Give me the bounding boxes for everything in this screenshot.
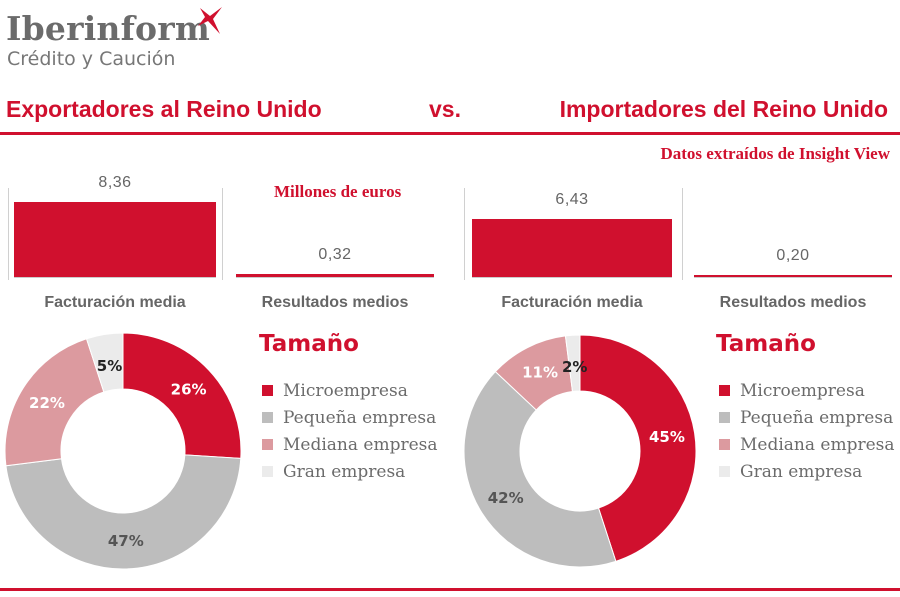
legend-item: Pequeña empresa [262, 404, 438, 431]
legend-label: Gran empresa [283, 461, 406, 482]
bar-axis [14, 276, 216, 278]
donut-value-label: 45% [649, 428, 685, 446]
bar-axis [472, 276, 672, 278]
legend-swatch [262, 439, 273, 450]
bar-separator [464, 188, 465, 280]
bar-axis [236, 276, 434, 278]
bar-separator [8, 188, 9, 280]
bar [14, 202, 216, 277]
legend-item: Mediana empresa [262, 431, 438, 458]
unit-label: Millones de euros [274, 182, 402, 201]
bar-value-label: 0,20 [776, 247, 810, 264]
legend-item: Microempresa [262, 377, 438, 404]
donut-slice [122, 332, 242, 459]
legend-label: Microempresa [283, 380, 408, 401]
bar-category-label: Facturación media [44, 294, 186, 311]
donut-value-label: 5% [97, 357, 122, 375]
legend-label: Mediana empresa [740, 434, 895, 455]
bar [694, 275, 892, 277]
title-vs: vs. [429, 96, 461, 122]
legend-label: Mediana empresa [283, 434, 438, 455]
legend-importers: Microempresa Pequeña empresa Mediana emp… [719, 377, 895, 485]
title-importers: Importadores del Reino Unido [559, 96, 888, 122]
legend-swatch [719, 439, 730, 450]
bar-axis [694, 276, 892, 278]
legend-label: Pequeña empresa [283, 407, 437, 428]
donut-slice [85, 332, 124, 393]
legend-swatch [262, 466, 273, 477]
bar-category-label: Resultados medios [261, 294, 409, 311]
bar-category-label: Resultados medios [719, 294, 867, 311]
size-title-importers: Tamaño [716, 331, 816, 357]
legend-label: Gran empresa [740, 461, 863, 482]
legend-swatch [262, 412, 273, 423]
legend-item: Gran empresa [262, 458, 438, 485]
legend-swatch [262, 385, 273, 396]
legend-exporters: Microempresa Pequeña empresa Mediana emp… [262, 377, 438, 485]
legend-item: Pequeña empresa [719, 404, 895, 431]
donut-slice [463, 370, 617, 568]
bar [236, 274, 434, 277]
bar-separator [222, 188, 223, 280]
bar-value-label: 0,32 [318, 246, 352, 264]
donut-slice [579, 334, 697, 562]
donut-slice [564, 334, 581, 393]
donut-value-label: 42% [488, 489, 524, 507]
legend-swatch [719, 466, 730, 477]
brand-logo: Iberinform [6, 9, 210, 48]
donut-slice [4, 338, 105, 467]
bar-category-label: Facturación media [501, 294, 643, 311]
legend-item: Microempresa [719, 377, 895, 404]
donut-value-label: 26% [171, 380, 207, 398]
legend-item: Mediana empresa [719, 431, 895, 458]
donut-slice [5, 454, 242, 570]
legend-item: Gran empresa [719, 458, 895, 485]
bar-separator [682, 188, 683, 280]
donut-value-label: 47% [108, 532, 144, 550]
plane-logo-icon [198, 7, 222, 34]
legend-label: Pequeña empresa [740, 407, 894, 428]
footer-rule [0, 588, 900, 591]
brand-subtitle: Crédito y Caución [7, 48, 176, 70]
legend-label: Microempresa [740, 380, 865, 401]
donut-value-label: 22% [29, 394, 65, 412]
legend-swatch [719, 385, 730, 396]
donut-value-label: 11% [522, 364, 558, 382]
legend-swatch [719, 412, 730, 423]
bar-value-label: 6,43 [555, 191, 589, 209]
donut-charts: 26% 47% 22% 5% 45% 42% 11% 2% [4, 332, 697, 570]
header-rule [0, 132, 900, 135]
donut-value-label: 2% [562, 358, 587, 376]
bar [472, 219, 672, 277]
data-source-note: Datos extraídos de Insight View [660, 144, 890, 163]
size-title-exporters: Tamaño [259, 331, 359, 357]
title-exporters: Exportadores al Reino Unido [6, 96, 322, 122]
bar-value-label: 8,36 [98, 174, 132, 191]
